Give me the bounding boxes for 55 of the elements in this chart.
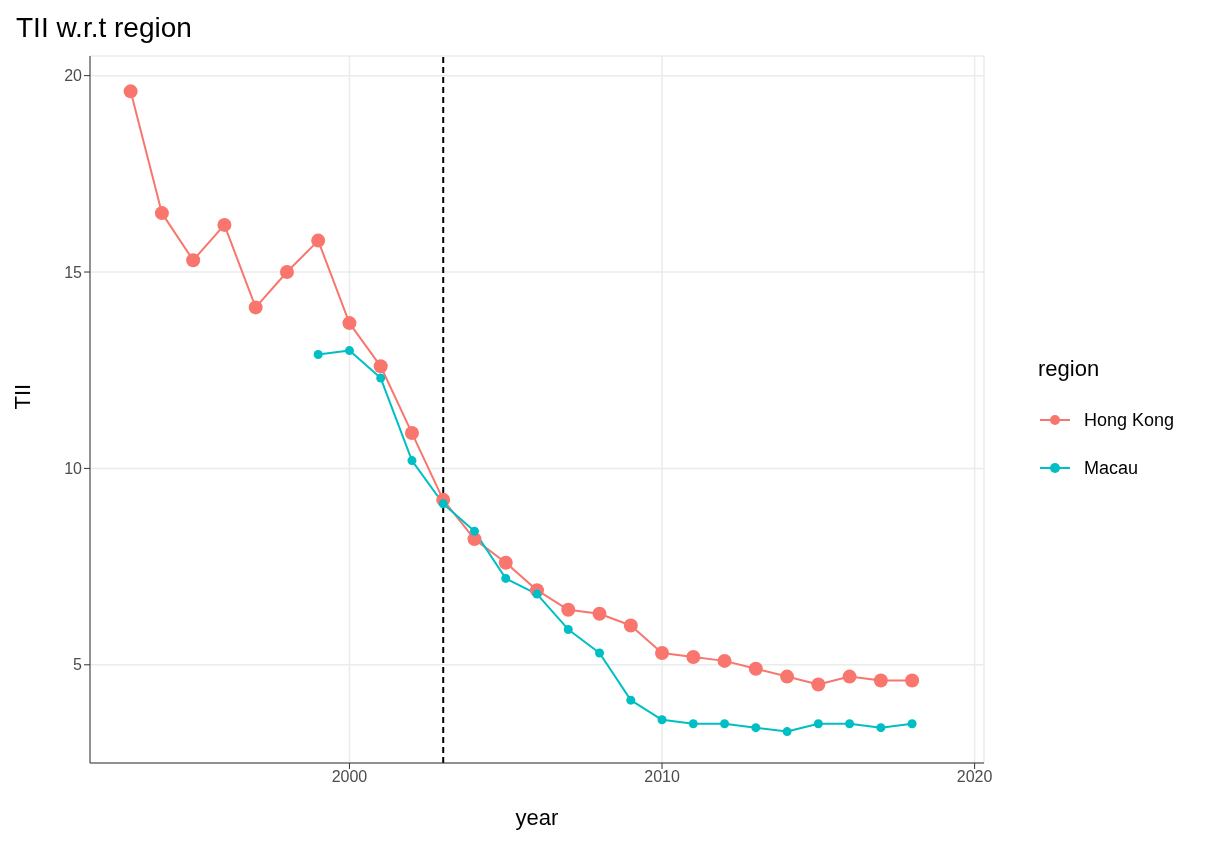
point bbox=[876, 723, 886, 733]
point bbox=[501, 573, 511, 583]
point bbox=[563, 624, 573, 634]
point bbox=[905, 673, 920, 688]
point bbox=[154, 206, 169, 221]
point bbox=[123, 84, 138, 99]
point bbox=[907, 719, 917, 729]
point bbox=[592, 606, 607, 621]
point bbox=[376, 373, 386, 383]
x-tick-label: 2020 bbox=[956, 768, 993, 786]
point bbox=[842, 669, 857, 684]
point bbox=[748, 661, 763, 676]
point bbox=[688, 719, 698, 729]
legend-label: Hong Kong bbox=[1084, 409, 1175, 431]
x-tick-label: 2000 bbox=[331, 768, 368, 786]
y-axis-title: TII bbox=[9, 383, 35, 410]
point bbox=[845, 719, 855, 729]
point bbox=[342, 316, 357, 331]
point bbox=[311, 233, 326, 248]
point bbox=[686, 649, 701, 664]
point bbox=[498, 555, 513, 570]
point bbox=[780, 669, 795, 684]
point bbox=[657, 715, 667, 725]
point bbox=[782, 727, 792, 737]
point bbox=[720, 719, 730, 729]
point bbox=[751, 723, 761, 733]
point bbox=[595, 648, 605, 658]
point bbox=[344, 346, 354, 356]
point bbox=[811, 677, 826, 692]
point bbox=[561, 602, 576, 617]
point bbox=[813, 719, 823, 729]
point bbox=[217, 217, 232, 232]
point bbox=[717, 653, 732, 668]
point bbox=[626, 695, 636, 705]
point bbox=[373, 359, 388, 374]
point bbox=[313, 350, 323, 360]
legend-title: region bbox=[1038, 356, 1101, 382]
point bbox=[186, 253, 201, 268]
point bbox=[873, 673, 888, 688]
y-tick-label: 10 bbox=[64, 460, 83, 478]
point bbox=[407, 456, 417, 466]
point bbox=[279, 265, 294, 280]
point bbox=[469, 526, 479, 536]
point bbox=[655, 646, 670, 661]
x-tick-label: 2010 bbox=[644, 768, 680, 786]
point bbox=[248, 300, 263, 315]
legend-label: Macau bbox=[1084, 457, 1139, 479]
chart-title: TII w.r.t region bbox=[16, 12, 192, 44]
y-tick-label: 15 bbox=[64, 263, 83, 281]
y-tick-label: 20 bbox=[64, 67, 83, 85]
y-tick-label: 5 bbox=[73, 656, 83, 674]
point bbox=[623, 618, 638, 633]
point bbox=[404, 426, 419, 441]
x-axis-title: year bbox=[515, 805, 559, 830]
point bbox=[532, 589, 542, 599]
